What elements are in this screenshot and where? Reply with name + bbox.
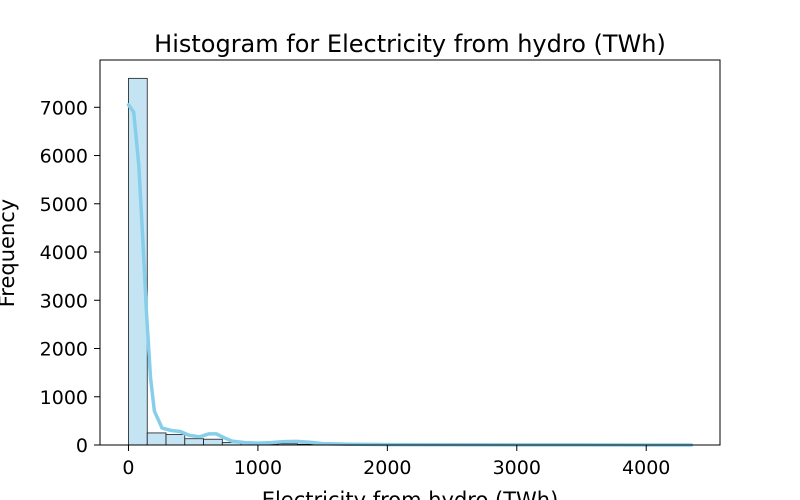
histogram-bars [128, 77, 692, 446]
y-tick-label: 6000 [40, 146, 88, 168]
histogram-bar [146, 432, 167, 446]
x-tick-label: 0 [122, 457, 134, 479]
y-tick-label: 1000 [40, 387, 88, 409]
x-tick-label: 3000 [493, 457, 541, 479]
histogram-bar [184, 438, 204, 446]
plot-frame [99, 59, 721, 446]
y-axis-label: Frequency [0, 199, 19, 308]
y-tick-label: 2000 [40, 339, 88, 361]
x-tick-label: 4000 [622, 457, 670, 479]
histogram-bar [165, 433, 186, 446]
histogram-bar [203, 438, 223, 446]
x-tick-label: 1000 [234, 457, 282, 479]
x-axis-label: Electricity from hydro (TWh) [262, 488, 559, 500]
y-tick-label: 7000 [40, 97, 88, 119]
y-tick-label: 4000 [40, 242, 88, 264]
x-axis-ticks: 0 1000 2000 3000 4000 [122, 445, 670, 479]
kde-curve [126, 103, 694, 447]
y-tick-label: 0 [76, 435, 88, 457]
y-axis-ticks: 0 1000 2000 3000 4000 5000 6000 7000 [40, 97, 100, 457]
chart-title: Histogram for Electricity from hydro (TW… [154, 30, 666, 58]
y-tick-label: 3000 [40, 290, 88, 312]
x-tick-label: 2000 [363, 457, 411, 479]
y-tick-label: 5000 [40, 194, 88, 216]
